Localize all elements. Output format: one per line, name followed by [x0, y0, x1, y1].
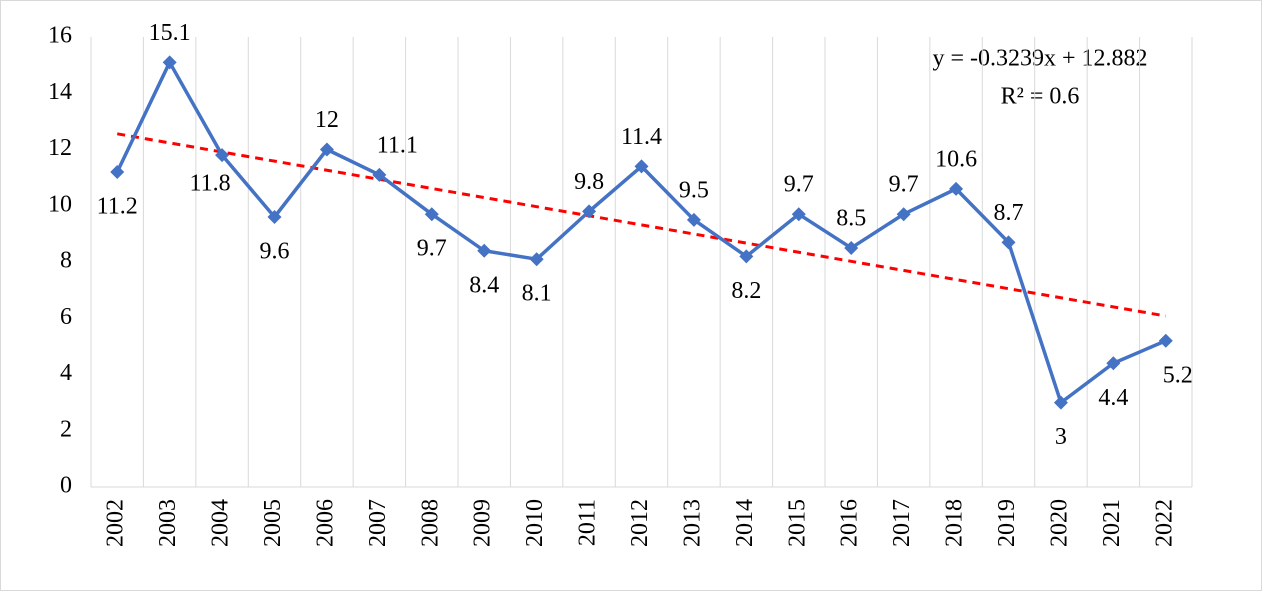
y-tick-label: 16 [48, 23, 72, 49]
marker [949, 181, 964, 196]
x-tick-label: 2009 [470, 499, 496, 547]
y-tick-label: 4 [60, 360, 72, 386]
data-label: 10.6 [935, 146, 977, 172]
x-tick-label: 2007 [365, 499, 391, 547]
y-tick-label: 12 [48, 135, 72, 161]
data-label: 3 [1055, 424, 1067, 450]
data-label: 9.6 [260, 239, 290, 265]
data-label: 11.4 [621, 124, 662, 150]
marker [477, 243, 492, 258]
x-tick-label: 2016 [837, 499, 863, 547]
marker [896, 207, 911, 222]
x-tick-label: 2003 [155, 499, 181, 547]
marker [1106, 356, 1121, 371]
marker [319, 142, 334, 157]
data-label: 9.5 [679, 177, 709, 203]
data-label: 4.4 [1098, 385, 1128, 411]
data-label: 8.2 [731, 278, 761, 304]
x-tick-label: 2022 [1151, 499, 1177, 547]
marker [844, 240, 859, 255]
y-tick-label: 10 [48, 191, 72, 217]
x-tick-label: 2011 [575, 499, 601, 546]
marker [267, 210, 282, 224]
y-tick-label: 8 [60, 248, 72, 274]
marker [1001, 235, 1016, 250]
data-label: 15.1 [149, 20, 191, 46]
trendline [116, 132, 1167, 318]
y-tick-label: 6 [60, 304, 72, 330]
data-label: 11.2 [97, 194, 138, 220]
marker [529, 252, 544, 267]
x-tick-label: 2019 [994, 499, 1020, 547]
marker [162, 55, 177, 70]
x-tick-label: 2013 [679, 499, 705, 547]
y-tick-label: 0 [60, 473, 72, 499]
x-tick-label: 2020 [1046, 499, 1072, 547]
data-label: 9.7 [889, 172, 919, 198]
trend-r-squared: R² = 0.6 [1001, 84, 1080, 110]
data-label: 9.7 [417, 236, 447, 262]
data-label: 9.8 [574, 169, 604, 195]
x-tick-label: 2012 [627, 499, 653, 547]
data-label: 8.5 [836, 205, 866, 231]
marker [424, 207, 439, 222]
marker [372, 167, 387, 182]
data-label: 5.2 [1163, 362, 1193, 388]
data-label: 11.8 [190, 171, 231, 197]
marker [582, 204, 597, 219]
data-label: 11.1 [377, 132, 418, 158]
marker [1053, 395, 1068, 410]
trend-equation: y = -0.3239x + 12.882 [932, 46, 1147, 72]
marker [686, 212, 701, 227]
x-tick-label: 2018 [942, 499, 968, 547]
x-tick-label: 2014 [732, 499, 758, 547]
x-tick-label: 2015 [784, 499, 810, 547]
x-tick-label: 2010 [522, 499, 548, 547]
y-tick-label: 14 [48, 79, 72, 105]
marker [739, 249, 754, 264]
data-label: 8.7 [994, 200, 1024, 226]
x-tick-label: 2004 [208, 499, 234, 547]
x-tick-label: 2021 [1099, 499, 1125, 547]
marker [110, 165, 125, 179]
data-label: 8.1 [522, 281, 552, 307]
x-tick-label: 2017 [889, 499, 915, 547]
x-tick-label: 2005 [260, 499, 286, 547]
x-tick-label: 2006 [312, 499, 338, 547]
data-label: 12 [315, 107, 339, 133]
x-tick-label: 2002 [103, 499, 129, 547]
marker [215, 148, 230, 163]
data-label: 8.4 [469, 272, 499, 298]
data-label: 9.7 [784, 172, 814, 198]
y-tick-label: 2 [60, 416, 72, 442]
x-tick-label: 2008 [417, 499, 443, 547]
marker [1158, 333, 1173, 348]
marker [791, 207, 806, 222]
marker [634, 159, 649, 174]
